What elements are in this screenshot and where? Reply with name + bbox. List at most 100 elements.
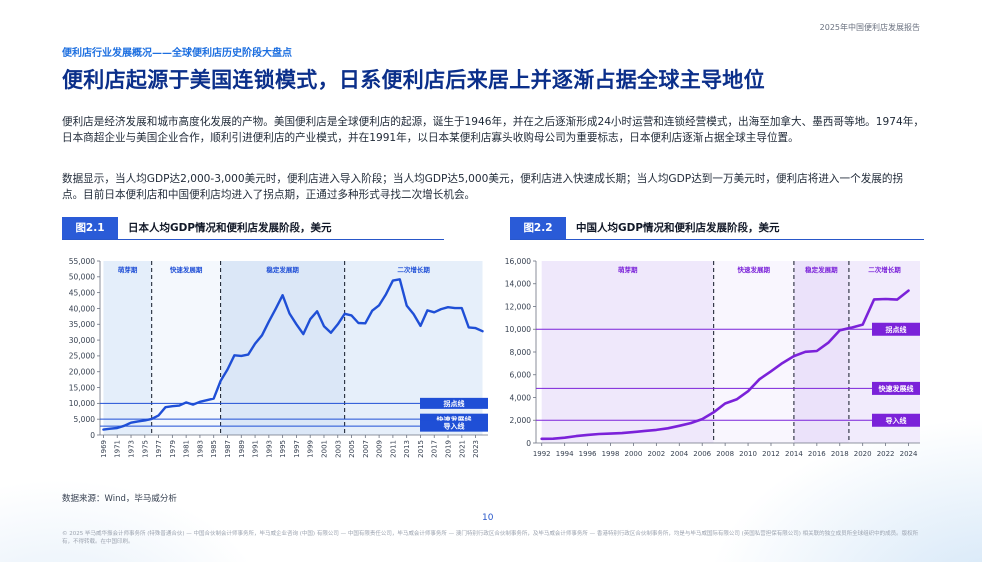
page-number: 10: [482, 513, 494, 523]
x-tick-label: 2024: [900, 450, 918, 458]
stage-region: [103, 261, 152, 435]
x-tick-label: 1979: [169, 440, 177, 458]
data-source: 数据来源：Wind，毕马威分析: [62, 494, 177, 504]
x-tick-label: 2023: [472, 440, 480, 458]
stage-region: [344, 261, 483, 435]
x-tick-label: 2002: [647, 450, 665, 458]
x-tick-label: 2009: [376, 440, 384, 458]
x-tick-label: 2004: [670, 450, 688, 458]
y-tick-label: 16,000: [505, 257, 531, 266]
figure-2-header: 图2.2 中国人均GDP情况和便利店发展阶段，美元: [510, 217, 924, 240]
y-tick-label: 8,000: [510, 348, 532, 357]
stage-region: [541, 261, 714, 443]
stage-region: [220, 261, 345, 435]
x-tick-label: 1997: [293, 440, 301, 458]
body-paragraph-2: 数据显示，当人均GDP达2,000-3,000美元时，便利店进入导入阶段；当人均…: [62, 173, 904, 201]
legal-footer: © 2025 毕马威华振会计师事务所 (特殊普通合伙) — 中国合伙制会计师事务…: [62, 531, 919, 545]
x-tick-label: 1969: [100, 440, 108, 458]
x-tick-label: 2005: [348, 440, 356, 458]
x-tick-label: 2022: [877, 450, 895, 458]
x-tick-label: 1985: [210, 440, 218, 458]
x-tick-label: 2001: [320, 440, 328, 458]
stage-label: 二次增长期: [868, 265, 901, 274]
reference-line-label-box: [420, 397, 488, 409]
stage-label: 稳定发展期: [805, 265, 838, 274]
x-tick-label: 2016: [808, 450, 826, 458]
figure-1-header: 图2.1 日本人均GDP情况和便利店发展阶段，美元: [62, 217, 444, 240]
y-tick-label: 20,000: [69, 368, 95, 377]
x-tick-label: 2015: [417, 440, 425, 458]
y-tick-label: 40,000: [69, 304, 95, 313]
reference-line-label: 快速发展线: [437, 415, 472, 424]
y-tick-label: 0: [90, 431, 95, 440]
stage-label: 快速发展期: [738, 265, 771, 274]
x-tick-label: 2018: [831, 450, 849, 458]
x-tick-label: 2019: [445, 440, 453, 458]
x-tick-label: 1992: [533, 450, 551, 458]
x-tick-label: 2011: [389, 440, 397, 458]
figure-1-badge: 图2.1: [62, 217, 118, 239]
x-tick-label: 2021: [458, 440, 466, 458]
figure-1-title: 日本人均GDP情况和便利店发展阶段，美元: [128, 222, 332, 234]
y-tick-label: 35,000: [69, 320, 95, 329]
y-tick-label: 0: [526, 439, 531, 448]
stage-label: 萌芽期: [618, 265, 638, 274]
y-tick-label: 4,000: [510, 393, 532, 402]
reference-line-label-box: [872, 322, 920, 336]
x-tick-label: 2013: [403, 440, 411, 458]
stage-label: 萌芽期: [118, 265, 138, 274]
x-tick-label: 1998: [602, 450, 620, 458]
x-tick-label: 2010: [739, 450, 757, 458]
y-tick-label: 55,000: [69, 257, 95, 266]
reference-line-label: 拐点线: [886, 325, 907, 334]
x-tick-label: 1991: [252, 440, 260, 458]
china-gdp-chart: 萌芽期 快速发展期 稳定发展期 二次增长期 0 2,000 4,000 6,000 8,000 1…: [505, 257, 920, 458]
y-tick-label: 15,000: [69, 383, 95, 392]
x-tick-label: 1995: [279, 440, 287, 458]
x-tick-label: 1981: [183, 440, 191, 458]
y-tick-label: 2,000: [510, 416, 532, 425]
report-title: 2025年中国便利店发展报告: [819, 23, 920, 32]
x-tick-label: 1993: [265, 440, 273, 458]
stage-label: 快速发展期: [170, 265, 203, 274]
reference-line-label-box: [420, 420, 488, 432]
reference-line-label-box: [872, 413, 920, 427]
section-subtitle: 便利店行业发展概况——全球便利店历史阶段大盘点: [62, 48, 292, 59]
reference-line-label: 导入线: [444, 422, 465, 431]
x-tick-label: 1994: [556, 450, 574, 458]
y-tick-label: 25,000: [69, 352, 95, 361]
stage-label: 二次增长期: [397, 265, 430, 274]
reference-line-label-box: [872, 381, 920, 395]
y-tick-label: 5,000: [74, 415, 96, 424]
x-tick-label: 2006: [693, 450, 711, 458]
body-paragraph-1: 便利店是经济发展和城市高度化发展的产物。美国便利店是全球便利店的起源，诞生于19…: [62, 116, 924, 144]
stage-region: [151, 261, 221, 435]
x-tick-label: 1971: [114, 440, 122, 458]
x-tick-label: 1983: [196, 440, 204, 458]
x-tick-label: 1999: [307, 440, 315, 458]
stage-label: 稳定发展期: [266, 265, 299, 274]
x-tick-label: 2008: [716, 450, 734, 458]
gdp-series-line: [540, 289, 910, 441]
x-tick-label: 1989: [238, 440, 246, 458]
y-tick-label: 30,000: [69, 336, 95, 345]
x-tick-label: 2003: [334, 440, 342, 458]
reference-line-label: 快速发展线: [879, 384, 914, 393]
x-tick-label: 1996: [579, 450, 597, 458]
x-tick-label: 1977: [155, 440, 163, 458]
x-tick-label: 2017: [431, 440, 439, 458]
y-tick-label: 10,000: [505, 325, 531, 334]
x-tick-label: 1975: [141, 440, 149, 458]
x-tick-label: 2012: [762, 450, 780, 458]
reference-line-label-box: [420, 413, 488, 425]
x-tick-label: 1973: [128, 440, 136, 458]
figure-2-title: 中国人均GDP情况和便利店发展阶段，美元: [576, 222, 780, 234]
x-tick-label: 2000: [625, 450, 643, 458]
x-tick-label: 2007: [362, 440, 370, 458]
x-tick-label: 2014: [785, 450, 803, 458]
y-tick-label: 12,000: [505, 302, 531, 311]
page-headline: 便利店起源于美国连锁模式，日系便利店后来居上并逐渐占据全球主导地位: [62, 68, 765, 92]
reference-line-label: 拐点线: [444, 399, 465, 408]
y-tick-label: 45,000: [69, 288, 95, 297]
y-tick-label: 6,000: [510, 371, 532, 380]
